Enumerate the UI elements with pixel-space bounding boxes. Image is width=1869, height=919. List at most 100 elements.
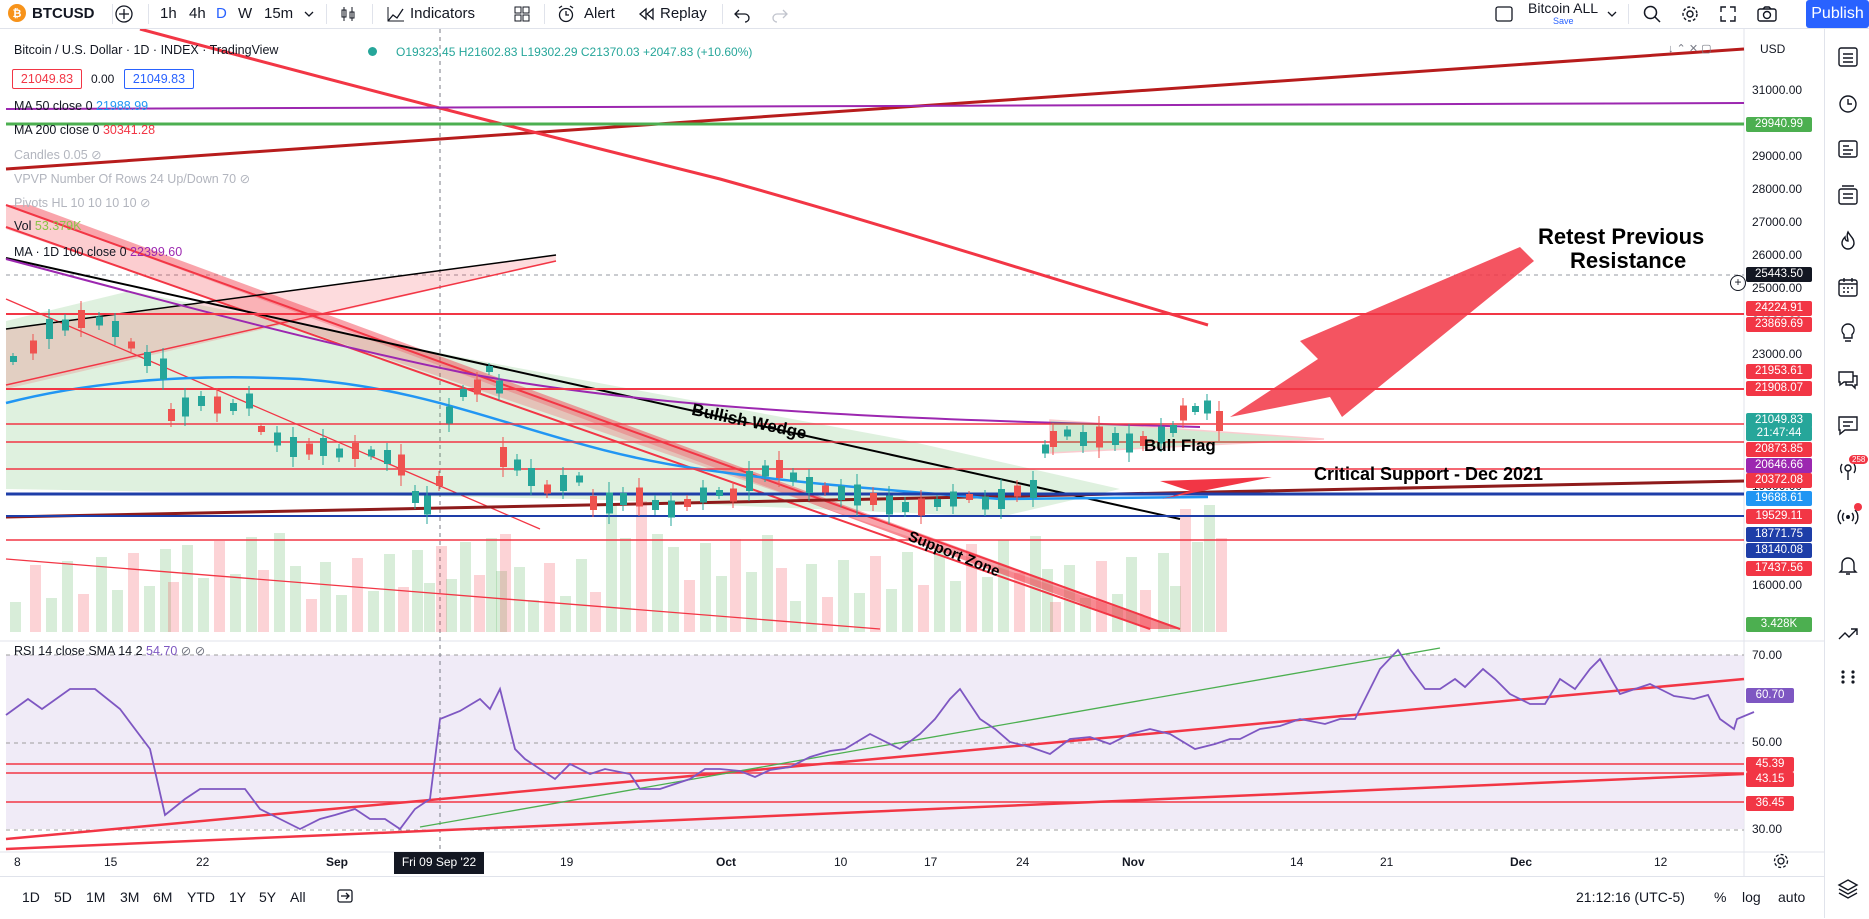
settings-icons[interactable]: ⊘ ⊘ xyxy=(180,644,206,658)
layout-name[interactable]: Bitcoin ALL xyxy=(1528,0,1599,16)
range-5d[interactable]: 5D xyxy=(54,889,72,905)
eye-off-icon[interactable]: ⊘ xyxy=(140,196,151,210)
legend-vpvp[interactable]: VPVP Number Of Rows 24 Up/Down 70 ⊘ xyxy=(14,171,250,186)
range-6m[interactable]: 6M xyxy=(153,889,173,905)
rewind-icon[interactable] xyxy=(636,4,656,24)
volume-bar xyxy=(496,571,507,632)
annotation-resistance[interactable]: Resistance xyxy=(1570,248,1687,273)
volume-bar xyxy=(606,505,617,632)
chevron-down-icon[interactable] xyxy=(303,4,315,24)
alarm-clock-icon[interactable] xyxy=(1836,91,1860,115)
volume-bar xyxy=(352,558,363,632)
auto-toggle[interactable]: auto xyxy=(1778,889,1806,905)
interval-1h[interactable]: 1h xyxy=(160,5,177,22)
candle-body xyxy=(544,484,551,494)
symbol-search[interactable]: BTCUSD xyxy=(32,5,95,22)
eye-off-icon[interactable]: ⊘ xyxy=(91,148,102,162)
camera-icon[interactable] xyxy=(1756,4,1778,24)
range-all[interactable]: All xyxy=(290,889,306,905)
date-range-icon[interactable] xyxy=(336,887,354,908)
price-tag: 18771.75 xyxy=(1746,527,1812,542)
object-tree-icon[interactable] xyxy=(1836,183,1860,207)
messages-icon[interactable] xyxy=(1836,413,1860,437)
range-1y[interactable]: 1Y xyxy=(229,889,247,905)
percent-toggle[interactable]: % xyxy=(1714,889,1727,905)
alert-button[interactable]: Alert xyxy=(584,5,615,22)
layers-icon[interactable] xyxy=(1836,877,1860,901)
compare-symbol-icon[interactable] xyxy=(114,4,136,24)
chart-title[interactable]: Bitcoin / U.S. Dollar · 1D · INDEX · Tra… xyxy=(14,43,279,57)
candle-body xyxy=(790,472,797,482)
indicators-icon[interactable] xyxy=(386,4,406,24)
volume-bar xyxy=(576,559,587,632)
range-3m[interactable]: 3M xyxy=(120,889,140,905)
candles-style-icon[interactable] xyxy=(338,4,358,24)
range-ytd[interactable]: YTD xyxy=(187,889,215,905)
undo-icon[interactable] xyxy=(732,4,752,24)
annotation-critical-support[interactable]: Critical Support - Dec 2021 xyxy=(1314,464,1544,484)
time-axis-label: Dec xyxy=(1510,855,1533,869)
buy-price-button[interactable]: 21049.83 xyxy=(124,69,194,89)
pane-controls[interactable]: ↓ ⌃ ✕ ▢ xyxy=(1668,43,1712,55)
candle-body xyxy=(290,437,297,457)
legend-ma50[interactable]: MA 50 close 0 21988.99 xyxy=(14,99,148,113)
hotlist-flame-icon[interactable] xyxy=(1836,229,1860,253)
broadcast-icon[interactable] xyxy=(1836,503,1862,529)
search-icon[interactable] xyxy=(1642,4,1662,24)
alarm-clock-icon[interactable] xyxy=(556,4,576,24)
layout-save-status[interactable]: Save xyxy=(1553,16,1574,26)
legend-vol[interactable]: Vol 53.379K xyxy=(14,219,81,233)
legend-label: Candles 0.05 xyxy=(14,148,88,162)
dots-grid-icon[interactable] xyxy=(1836,665,1860,689)
bell-icon[interactable] xyxy=(1836,553,1860,577)
volume-bar xyxy=(590,592,601,632)
chat-icon[interactable] xyxy=(1836,367,1860,391)
interval-d[interactable]: D xyxy=(216,5,227,22)
replay-button[interactable]: Replay xyxy=(660,5,707,22)
svg-text:₿: ₿ xyxy=(13,8,22,20)
volume-bar xyxy=(918,585,929,632)
time-axis-label: 10 xyxy=(834,855,848,869)
range-5y[interactable]: 5Y xyxy=(259,889,277,905)
streams-icon[interactable]: 258 xyxy=(1836,455,1869,483)
clock-display[interactable]: 21:12:16 (UTC-5) xyxy=(1576,889,1685,905)
chart-canvas[interactable] xyxy=(0,29,1824,876)
gear-icon[interactable] xyxy=(1772,852,1790,875)
currency-selector[interactable]: USD xyxy=(1760,42,1786,56)
fullscreen-icon[interactable] xyxy=(1718,4,1738,24)
indicators-button[interactable]: Indicators xyxy=(410,5,476,22)
data-window-icon[interactable] xyxy=(1836,137,1860,161)
legend-candles[interactable]: Candles 0.05 ⊘ xyxy=(14,147,102,162)
legend-ma100[interactable]: MA · 1D 100 close 0 22399.60 xyxy=(14,245,182,259)
pine-editor-icon[interactable] xyxy=(1836,621,1860,645)
ideas-lightbulb-icon[interactable] xyxy=(1836,321,1860,345)
legend-ma200[interactable]: MA 200 close 0 30341.28 xyxy=(14,123,155,137)
gear-icon[interactable] xyxy=(1680,4,1700,24)
volume-bar xyxy=(258,570,269,632)
candle-body xyxy=(336,448,343,458)
annotation-retest[interactable]: Retest Previous xyxy=(1538,224,1705,249)
templates-icon[interactable] xyxy=(512,4,532,24)
calendar-icon[interactable] xyxy=(1836,275,1860,299)
log-toggle[interactable]: log xyxy=(1742,889,1761,905)
right-sidebar: 258 xyxy=(1824,29,1869,918)
layout-icon[interactable] xyxy=(1494,4,1514,24)
range-1m[interactable]: 1M xyxy=(86,889,106,905)
interval-4h[interactable]: 4h xyxy=(189,5,206,22)
range-1d[interactable]: 1D xyxy=(22,889,40,905)
candle-body xyxy=(576,475,583,483)
eye-off-icon[interactable]: ⊘ xyxy=(239,172,251,186)
ma100-line xyxy=(5,258,1201,428)
sell-price-button[interactable]: 21049.83 xyxy=(12,69,82,89)
legend-rsi[interactable]: RSI 14 close SMA 14 2 54.70 ⊘ ⊘ xyxy=(14,643,205,658)
annotation-bull-flag[interactable]: Bull Flag xyxy=(1144,436,1216,455)
trend-line xyxy=(5,298,541,530)
chevron-down-icon[interactable] xyxy=(1606,4,1618,24)
interval-w[interactable]: W xyxy=(238,5,253,22)
interval-15m[interactable]: 15m xyxy=(264,5,294,22)
volume-bar xyxy=(934,548,945,632)
add-alert-icon[interactable]: + xyxy=(1730,275,1746,291)
publish-button[interactable]: Publish xyxy=(1806,0,1869,28)
watchlist-icon[interactable] xyxy=(1836,45,1860,69)
legend-pivots[interactable]: Pivots HL 10 10 10 10 ⊘ xyxy=(14,195,151,210)
